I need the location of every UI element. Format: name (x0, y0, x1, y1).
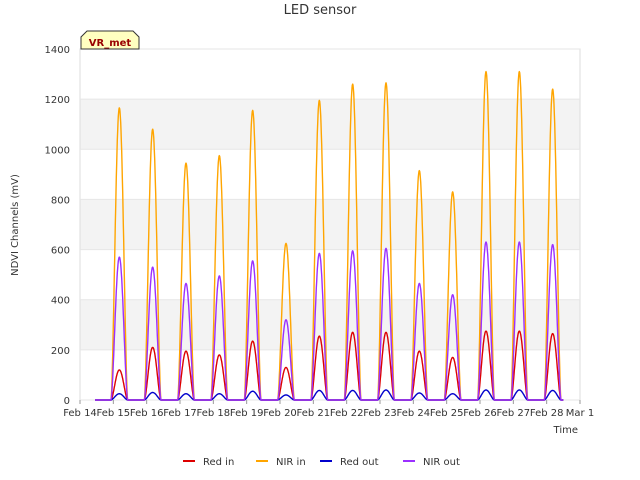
y-tick-label: 800 (51, 195, 70, 206)
plot-band (80, 249, 580, 300)
legend-label-red-in: Red in (203, 457, 234, 468)
plot-band (80, 349, 580, 400)
y-axis-ticks: 0 200 400 600 800 1000 1200 1400 (45, 45, 70, 407)
y-tick-label: 600 (51, 246, 70, 257)
x-tick-label: Feb 18 (197, 408, 231, 419)
y-tick-label: 1200 (45, 95, 70, 106)
x-tick-label: Feb 19 (230, 408, 264, 419)
x-tick-label: Mar 1 (566, 408, 594, 419)
legend-label-nir-out: NIR out (423, 457, 460, 468)
legend-label-nir-in: NIR in (276, 457, 306, 468)
x-tick-label: Feb 28 (530, 408, 564, 419)
site-badge-box (80, 30, 140, 50)
series-line-nir-out (94, 241, 564, 401)
x-axis-label: Time (553, 425, 578, 436)
plot-bands (80, 49, 580, 400)
legend-label-red-out: Red out (340, 457, 379, 468)
x-tick-label: Feb 27 (497, 408, 531, 419)
legend: Red in NIR in Red out NIR out (183, 457, 460, 468)
chart-title: LED sensor (284, 3, 357, 18)
plot-band (80, 149, 580, 200)
x-tick-label: Feb 23 (363, 408, 397, 419)
x-tick-label: Feb 16 (130, 408, 164, 419)
x-axis-ticks: Feb 14 Feb 15 Feb 16 Feb 17 Feb 18 Feb 19 Feb … (63, 400, 594, 419)
x-tick-label: Feb 24 (397, 408, 431, 419)
x-tick-label: Feb 25 (430, 408, 464, 419)
plot-band (80, 49, 580, 100)
x-tick-label: Feb 20 (263, 408, 297, 419)
plot-band (80, 99, 580, 150)
site-badge: VR_met (80, 30, 140, 50)
x-tick-label: Feb 22 (330, 408, 364, 419)
y-axis-label: NDVI Channels (mV) (10, 174, 21, 276)
x-tick-label: Feb 14 (63, 408, 97, 419)
x-tick-label: Feb 26 (463, 408, 497, 419)
x-tick-label: Feb 21 (297, 408, 331, 419)
y-tick-label: 200 (51, 346, 70, 357)
site-badge-text: VR_met (89, 38, 132, 49)
y-tick-label: 1000 (45, 145, 70, 156)
series-lines (94, 70, 564, 401)
plot-band (80, 199, 580, 250)
y-tick-label: 0 (64, 396, 70, 407)
plot-band (80, 299, 580, 350)
x-tick-label: Feb 15 (97, 408, 131, 419)
y-tick-label: 400 (51, 296, 70, 307)
x-tick-label: Feb 17 (163, 408, 197, 419)
y-tick-label: 1400 (45, 45, 70, 56)
